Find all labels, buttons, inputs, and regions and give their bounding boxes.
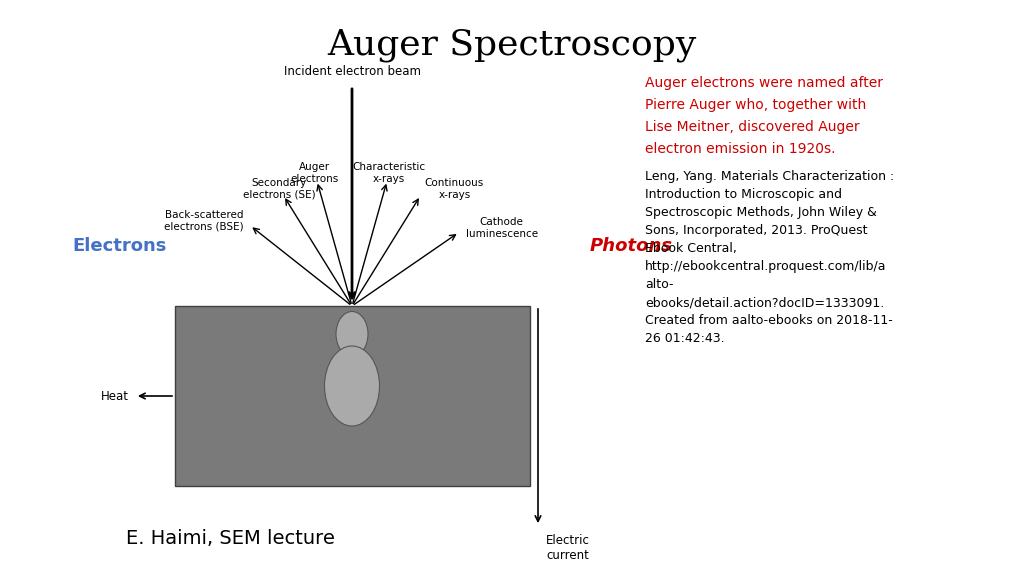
Text: Cathode
luminescence: Cathode luminescence [466, 217, 538, 238]
Text: Back-scattered
electrons (BSE): Back-scattered electrons (BSE) [164, 210, 244, 232]
Text: Auger
electrons: Auger electrons [291, 162, 339, 184]
Text: Lise Meitner, discovered Auger: Lise Meitner, discovered Auger [645, 120, 859, 134]
Text: E. Haimi, SEM lecture: E. Haimi, SEM lecture [126, 529, 335, 548]
Text: Introduction to Microscopic and: Introduction to Microscopic and [645, 188, 842, 201]
Text: 26 01:42:43.: 26 01:42:43. [645, 332, 725, 345]
Text: electron emission in 1920s.: electron emission in 1920s. [645, 142, 836, 156]
Text: Auger Spectroscopy: Auger Spectroscopy [328, 28, 696, 62]
Text: Auger electrons were named after: Auger electrons were named after [645, 76, 883, 90]
Text: http://ebookcentral.proquest.com/lib/a: http://ebookcentral.proquest.com/lib/a [645, 260, 887, 273]
Bar [175, 306, 530, 486]
Text: Electric
current: Electric current [546, 534, 590, 562]
Text: Incident electron beam: Incident electron beam [284, 65, 421, 78]
Text: Continuous
x-rays: Continuous x-rays [425, 178, 484, 199]
Text: Heat: Heat [101, 389, 129, 403]
Text: ebooks/detail.action?docID=1333091.: ebooks/detail.action?docID=1333091. [645, 296, 885, 309]
Ellipse shape [336, 312, 368, 357]
Text: Sons, Incorporated, 2013. ProQuest: Sons, Incorporated, 2013. ProQuest [645, 224, 867, 237]
Text: Secondary
electrons (SE): Secondary electrons (SE) [243, 178, 315, 199]
Text: Ebook Central,: Ebook Central, [645, 242, 737, 255]
Text: Characteristic
x-rays: Characteristic x-rays [352, 162, 426, 184]
Text: Created from aalto-ebooks on 2018-11-: Created from aalto-ebooks on 2018-11- [645, 314, 893, 327]
Text: Spectroscopic Methods, John Wiley &: Spectroscopic Methods, John Wiley & [645, 206, 877, 219]
Ellipse shape [325, 346, 380, 426]
Text: Pierre Auger who, together with: Pierre Auger who, together with [645, 98, 866, 112]
Text: Electrons: Electrons [72, 237, 166, 255]
Text: alto-: alto- [645, 278, 674, 291]
Text: Leng, Yang. Materials Characterization :: Leng, Yang. Materials Characterization : [645, 170, 894, 183]
Text: Photons: Photons [590, 237, 673, 255]
